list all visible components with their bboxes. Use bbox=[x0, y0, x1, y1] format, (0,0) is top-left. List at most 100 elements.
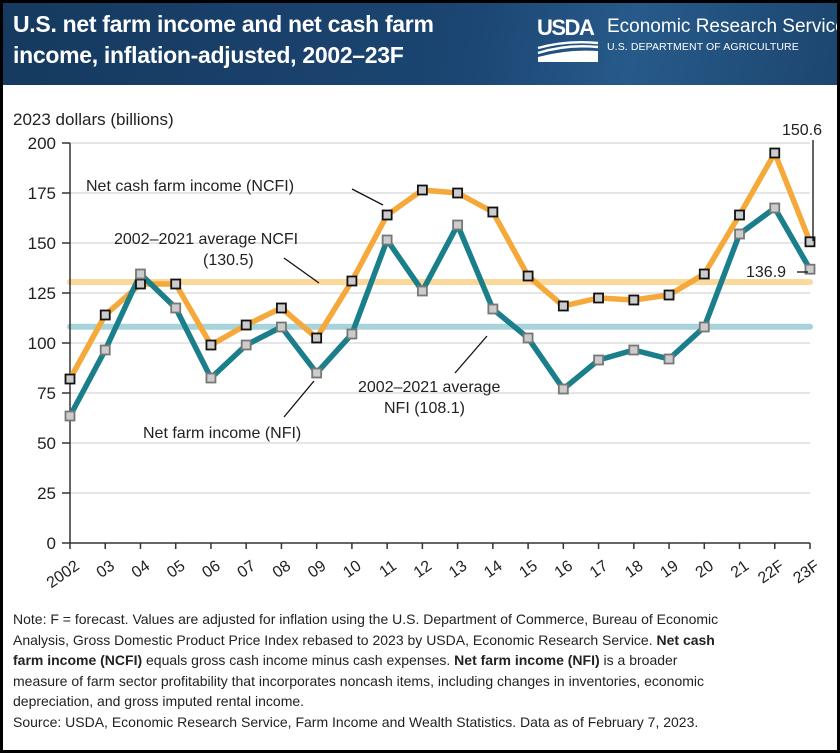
series-lines bbox=[67, 150, 813, 418]
ncfi-marker bbox=[170, 278, 182, 290]
ncfi-marker bbox=[522, 270, 534, 282]
x-tick-label: 10 bbox=[340, 557, 364, 581]
ncfi-avg-label-line2: (130.5) bbox=[203, 252, 254, 269]
nfi-marker bbox=[346, 328, 358, 340]
y-tick-label: 150 bbox=[28, 234, 56, 253]
y-tick-label: 125 bbox=[28, 284, 56, 303]
x-tick-label: 16 bbox=[552, 557, 576, 581]
note-text: Analysis, Gross Domestic Product Price I… bbox=[13, 631, 657, 648]
x-tick-label: 09 bbox=[305, 557, 329, 581]
x-tick-label: 23F bbox=[790, 557, 823, 587]
chart-note: Note: F = forecast. Values are adjusted … bbox=[13, 609, 828, 712]
x-tick-label: 15 bbox=[516, 557, 540, 581]
note-line-3: farm income (NCFI) equals gross cash inc… bbox=[13, 650, 828, 671]
nfi-marker bbox=[170, 302, 182, 314]
ncfi-label-leader bbox=[351, 188, 384, 206]
nfi-marker bbox=[522, 332, 534, 344]
nfi-last-value-label: 136.9 bbox=[746, 264, 786, 281]
x-tick-label: 07 bbox=[235, 557, 259, 581]
note-bold-nfi: Net farm income (NFI) bbox=[454, 652, 600, 668]
ncfi-marker bbox=[804, 236, 816, 248]
ncfi-label: Net cash farm income (NCFI) bbox=[86, 178, 294, 195]
note-line-1: Note: F = forecast. Values are adjusted … bbox=[13, 611, 719, 627]
nfi-marker bbox=[452, 219, 464, 231]
x-tick-label: 08 bbox=[270, 557, 294, 581]
nfi-label-leader bbox=[283, 380, 315, 418]
y-tick-label: 100 bbox=[28, 334, 56, 353]
ncfi-marker bbox=[99, 309, 111, 321]
x-tick-label: 06 bbox=[199, 557, 223, 581]
note-text: is a broader bbox=[599, 652, 678, 668]
nfi-marker bbox=[99, 344, 111, 356]
nfi-marker bbox=[240, 339, 252, 351]
ncfi-marker bbox=[346, 275, 358, 287]
nfi-line bbox=[67, 205, 813, 418]
x-tick-label: 21 bbox=[728, 557, 752, 581]
nfi-marker bbox=[557, 383, 569, 395]
x-tick-label: 12 bbox=[411, 557, 435, 581]
nfi-marker bbox=[663, 353, 675, 365]
chart-source: Source: USDA, Economic Research Service,… bbox=[13, 714, 699, 730]
x-tick-label: 2002 bbox=[44, 557, 83, 591]
x-tick-label: 22F bbox=[755, 557, 788, 587]
y-tick-label: 0 bbox=[47, 534, 56, 553]
x-tick-label: 18 bbox=[622, 557, 646, 581]
nfi-marker bbox=[416, 285, 428, 297]
ncfi-marker bbox=[416, 184, 428, 196]
nfi-marker bbox=[628, 344, 640, 356]
nfi-marker bbox=[135, 268, 146, 280]
x-tick-label: 17 bbox=[587, 557, 611, 581]
x-tick-label: 20 bbox=[693, 557, 717, 581]
series-markers bbox=[64, 147, 816, 422]
agency-name: Economic Research Service bbox=[607, 16, 837, 37]
ncfi-marker bbox=[452, 187, 464, 199]
y-tick-label: 175 bbox=[28, 184, 56, 203]
nfi-avg-leader bbox=[454, 335, 488, 374]
chart-card: U.S. net farm income and net cash farm i… bbox=[3, 3, 837, 750]
ncfi-marker bbox=[64, 373, 76, 385]
ncfi-marker bbox=[381, 209, 393, 221]
y-tick-label: 25 bbox=[37, 484, 56, 503]
ncfi-marker bbox=[663, 289, 675, 301]
x-tick-label: 03 bbox=[94, 557, 118, 581]
nfi-marker bbox=[381, 234, 393, 246]
y-axis-label: 2023 dollars (billions) bbox=[13, 110, 174, 129]
ncfi-marker bbox=[628, 294, 640, 306]
nfi-marker bbox=[487, 303, 499, 315]
ncfi-avg-leader bbox=[283, 257, 320, 284]
ncfi-line bbox=[67, 150, 813, 381]
nfi-marker bbox=[205, 372, 217, 384]
chart-title: U.S. net farm income and net cash farm i… bbox=[13, 9, 434, 71]
ncfi-marker bbox=[240, 319, 252, 331]
nfi-avg-label-line1: 2002–2021 average bbox=[358, 379, 500, 396]
annotations: Net cash farm income (NCFI) 2002–2021 av… bbox=[86, 122, 822, 442]
nfi-marker bbox=[64, 410, 76, 422]
ncfi-marker bbox=[205, 339, 217, 351]
usda-logo-text: USDA bbox=[537, 15, 595, 40]
axes: 0 25 50 75 100 125 150 175 200 2002 03 04 05 06 07 08 09… bbox=[28, 134, 823, 592]
ncfi-marker bbox=[557, 300, 569, 312]
y-tick-label: 75 bbox=[37, 384, 56, 403]
x-tick-label: 14 bbox=[481, 557, 505, 581]
x-tick-label: 04 bbox=[129, 557, 153, 581]
ncfi-marker bbox=[593, 292, 604, 304]
x-tick-label: 19 bbox=[657, 557, 681, 581]
ncfi-marker bbox=[276, 302, 287, 314]
title-line-2: income, inflation-adjusted, 2002–23F bbox=[13, 42, 404, 68]
note-line-5: depreciation, and gross imputed rental i… bbox=[13, 693, 305, 709]
x-tick-label: 11 bbox=[377, 557, 400, 581]
title-line-1: U.S. net farm income and net cash farm bbox=[13, 11, 434, 37]
ncfi-last-value-label: 150.6 bbox=[782, 122, 822, 139]
ncfi-marker bbox=[698, 268, 710, 280]
ncfi-marker bbox=[311, 332, 323, 344]
department-name: U.S. DEPARTMENT OF AGRICULTURE bbox=[607, 41, 799, 53]
usda-swoosh-icon bbox=[537, 40, 599, 62]
y-tick-label: 50 bbox=[37, 434, 56, 453]
note-bold-ncfi-b: farm income (NCFI) bbox=[13, 652, 143, 668]
x-tick-label: 13 bbox=[446, 557, 470, 581]
note-bold-ncfi-a: Net cash bbox=[656, 631, 715, 648]
header-banner: U.S. net farm income and net cash farm i… bbox=[3, 3, 837, 85]
nfi-marker bbox=[276, 321, 287, 333]
ncfi-marker bbox=[135, 278, 146, 290]
ncfi-marker bbox=[769, 147, 781, 159]
